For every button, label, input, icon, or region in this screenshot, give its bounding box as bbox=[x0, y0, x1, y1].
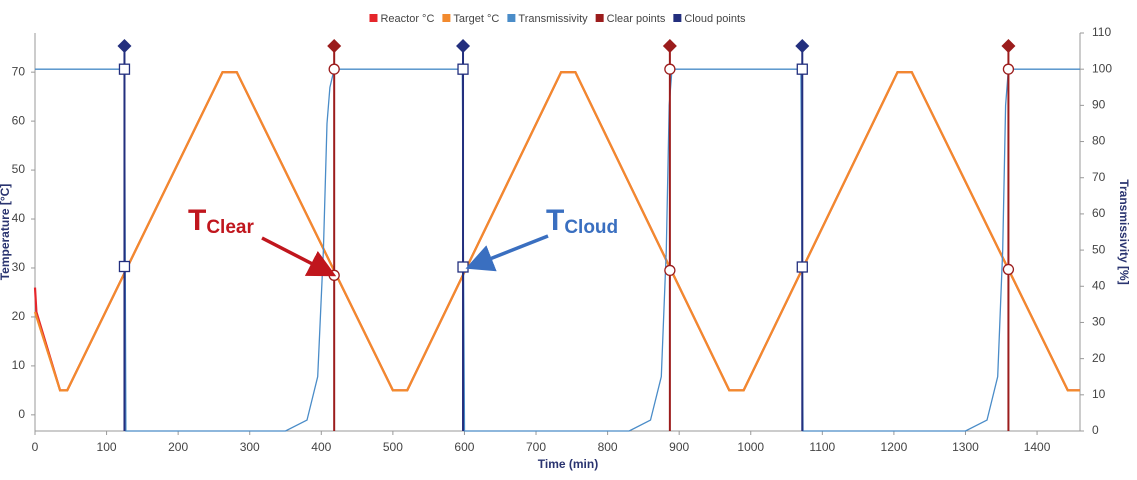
x-tick-label: 1300 bbox=[952, 440, 979, 454]
legend-label: Target °C bbox=[453, 13, 499, 25]
marker-diamond bbox=[1001, 39, 1016, 53]
clear-point bbox=[1002, 263, 1015, 276]
marker-diamond bbox=[795, 39, 810, 53]
annotation-subscript: Cloud bbox=[564, 217, 618, 238]
legend-swatch bbox=[507, 14, 516, 22]
y2-tick-label: 60 bbox=[1092, 206, 1106, 220]
y-tick-label: 40 bbox=[12, 211, 26, 225]
annotation: TCloud bbox=[546, 204, 618, 238]
series-line bbox=[33, 71, 1080, 392]
y-tick-label: 10 bbox=[12, 358, 26, 372]
marker-diamond bbox=[662, 39, 677, 53]
series-line bbox=[35, 68, 1080, 432]
x-tick-label: 600 bbox=[454, 440, 474, 454]
x-axis-title: Time (min) bbox=[538, 457, 598, 471]
cloud-point bbox=[118, 63, 131, 75]
legend-swatch bbox=[442, 14, 451, 22]
y-tick-label: 0 bbox=[18, 407, 25, 421]
y-tick-label: 20 bbox=[12, 309, 26, 323]
cloud-point bbox=[457, 261, 469, 273]
legend-swatch bbox=[595, 14, 604, 22]
y2-tick-label: 110 bbox=[1092, 25, 1111, 39]
y2-tick-label: 40 bbox=[1092, 278, 1106, 292]
cloud-point bbox=[796, 261, 808, 273]
x-tick-label: 0 bbox=[32, 440, 39, 454]
legend-label: Clear points bbox=[607, 13, 666, 25]
x-tick-label: 300 bbox=[240, 440, 260, 454]
clear-point bbox=[664, 264, 676, 277]
cloud-point bbox=[457, 63, 469, 75]
clear-point bbox=[328, 269, 340, 281]
legend-label: Reactor °C bbox=[380, 13, 434, 25]
y-tick-label: 60 bbox=[12, 113, 26, 127]
y2-tick-label: 70 bbox=[1092, 170, 1106, 184]
legend-swatch bbox=[673, 14, 682, 22]
x-tick-label: 1000 bbox=[737, 440, 764, 454]
cloud-point bbox=[118, 260, 131, 273]
y2-axis-title: Transmissivity [%] bbox=[1117, 179, 1131, 284]
x-tick-label: 500 bbox=[383, 440, 403, 454]
legend-label: Transmissivity bbox=[518, 13, 588, 25]
annotation-subscript: Clear bbox=[206, 217, 254, 238]
x-tick-label: 800 bbox=[598, 440, 618, 454]
cloud-point bbox=[796, 63, 808, 75]
marker-diamond bbox=[456, 39, 471, 53]
annotation-arrow bbox=[465, 234, 549, 272]
x-tick-label: 900 bbox=[669, 440, 689, 454]
x-tick-label: 400 bbox=[311, 440, 331, 454]
annotation-arrow bbox=[261, 236, 337, 277]
marker-diamond bbox=[327, 39, 342, 53]
y2-tick-label: 100 bbox=[1092, 61, 1112, 75]
legend-label: Cloud points bbox=[684, 13, 746, 25]
clear-point bbox=[664, 63, 676, 75]
x-tick-label: 1200 bbox=[881, 440, 908, 454]
y2-tick-label: 10 bbox=[1092, 387, 1106, 401]
legend: Reactor °C Target °C Transmissivity Clear p… bbox=[369, 13, 746, 25]
clear-point bbox=[1002, 63, 1015, 75]
x-tick-label: 200 bbox=[168, 440, 188, 454]
x-tick-label: 700 bbox=[526, 440, 546, 454]
annotation-main: T bbox=[188, 204, 206, 237]
annotation: TClear bbox=[188, 204, 254, 238]
y-tick-label: 30 bbox=[12, 260, 26, 274]
legend-swatch bbox=[369, 14, 378, 22]
y2-tick-label: 0 bbox=[1092, 423, 1099, 437]
x-tick-label: 100 bbox=[97, 440, 117, 454]
x-tick-label: 1400 bbox=[1024, 440, 1051, 454]
y2-tick-label: 50 bbox=[1092, 242, 1106, 256]
y-tick-label: 70 bbox=[12, 64, 26, 78]
y2-tick-label: 30 bbox=[1092, 315, 1106, 329]
clear-point bbox=[328, 63, 340, 75]
y2-tick-label: 90 bbox=[1092, 98, 1106, 112]
y2-tick-label: 80 bbox=[1092, 134, 1106, 148]
annotation-main: T bbox=[546, 204, 564, 237]
x-tick-label: 1100 bbox=[809, 440, 835, 454]
marker-diamond bbox=[117, 39, 132, 53]
y2-tick-label: 20 bbox=[1092, 351, 1106, 365]
y-tick-label: 50 bbox=[12, 162, 26, 176]
y-axis-title: Temperature [°C] bbox=[0, 184, 12, 281]
